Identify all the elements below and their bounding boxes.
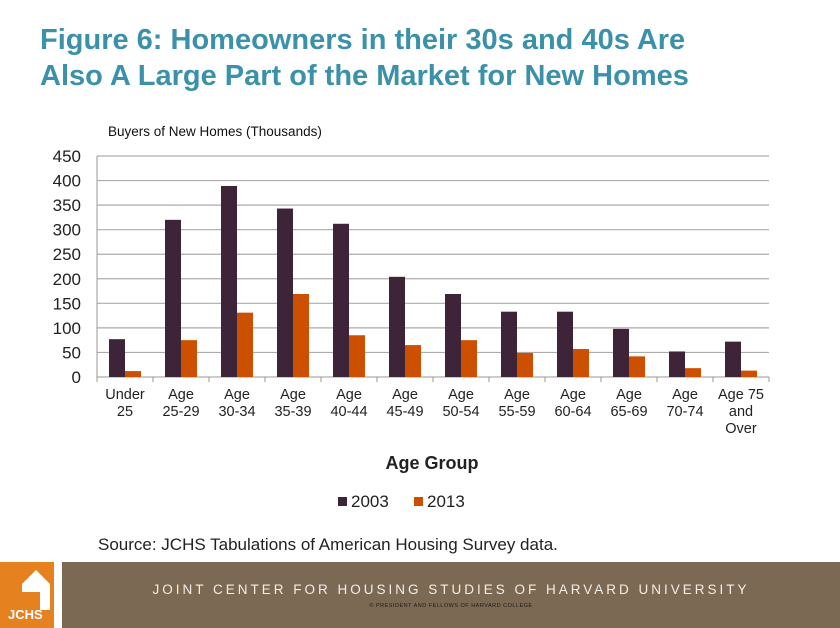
bar-2013	[741, 370, 757, 377]
x-tick-label: Age	[392, 387, 418, 403]
x-tick-label: 40-44	[330, 404, 367, 420]
legend-label-2013: 2013	[427, 492, 465, 511]
x-tick-label: Age	[168, 387, 194, 403]
y-tick-label: 0	[72, 368, 81, 387]
x-tick-label: 60-64	[554, 404, 591, 420]
bar-2003	[109, 339, 125, 377]
y-tick-label: 100	[53, 319, 81, 338]
x-axis-label: Age Group	[386, 453, 479, 473]
x-tick-label: 35-39	[274, 404, 311, 420]
y-tick-label: 400	[53, 172, 81, 191]
bar-2013	[685, 368, 701, 377]
chart-title: Figure 6: Homeowners in their 30s and 40…	[40, 22, 830, 94]
house-icon	[22, 570, 50, 610]
bar-2013	[517, 352, 533, 377]
bar-2003	[221, 185, 237, 377]
bar-2013	[461, 340, 477, 377]
bar-2013	[181, 340, 197, 377]
bar-2013	[125, 371, 141, 377]
x-tick-label: 55-59	[498, 404, 535, 420]
bar-2013	[293, 294, 309, 377]
bar-2003	[445, 294, 461, 377]
x-tick-label: Age	[448, 387, 474, 403]
x-tick-label: Over	[725, 421, 757, 437]
bar-2003	[725, 341, 741, 377]
x-tick-label: and	[729, 404, 753, 420]
y-tick-label: 350	[53, 196, 81, 215]
bar-2013	[405, 345, 421, 377]
legend-swatch-2013	[414, 497, 423, 506]
x-tick-label: Age	[672, 387, 698, 403]
bar-chart: 050100150200250300350400450Under25Age25-…	[53, 147, 770, 511]
legend-label-2003: 2003	[351, 492, 389, 511]
x-tick-label: 45-49	[386, 404, 423, 420]
y-tick-label: 200	[53, 270, 81, 289]
y-tick-label: 150	[53, 294, 81, 313]
x-tick-label: Age	[280, 387, 306, 403]
x-tick-label: Age	[224, 387, 250, 403]
footer-banner: JOINT CENTER FOR HOUSING STUDIES OF HARV…	[62, 562, 840, 628]
x-tick-label: 25	[117, 404, 133, 420]
bar-2013	[237, 312, 253, 377]
bar-2003	[333, 223, 349, 377]
y-tick-label: 250	[53, 245, 81, 264]
x-tick-label: Under	[105, 387, 145, 403]
bar-2003	[669, 351, 685, 377]
bar-2003	[277, 208, 293, 377]
source-note: Source: JCHS Tabulations of American Hou…	[98, 535, 558, 554]
bar-2003	[501, 311, 517, 377]
bar-2003	[613, 328, 629, 377]
x-tick-label: 25-29	[162, 404, 199, 420]
title-line-2: Also A Large Part of the Market for New …	[40, 60, 689, 92]
x-tick-label: Age	[336, 387, 362, 403]
x-tick-label: Age	[560, 387, 586, 403]
y-tick-label: 50	[62, 343, 81, 362]
bar-2013	[349, 335, 365, 377]
bar-2003	[165, 219, 181, 377]
footer-org: JOINT CENTER FOR HOUSING STUDIES OF HARV…	[152, 582, 750, 597]
x-tick-label: Age	[616, 387, 642, 403]
jchs-logo: JCHS	[0, 562, 54, 628]
y-axis-label: Buyers of New Homes (Thousands)	[108, 124, 322, 139]
y-tick-label: 450	[53, 147, 81, 166]
x-tick-label: 65-69	[610, 404, 647, 420]
legend-swatch-2003	[338, 497, 347, 506]
bar-2013	[573, 349, 589, 377]
x-tick-label: 70-74	[666, 404, 703, 420]
bar-2003	[389, 276, 405, 377]
x-tick-label: Age 75	[718, 387, 764, 403]
title-line-1: Figure 6: Homeowners in their 30s and 40…	[40, 24, 686, 56]
x-tick-label: 50-54	[442, 404, 479, 420]
bar-2013	[629, 356, 645, 377]
footer-copyright: © PRESIDENT AND FELLOWS OF HARVARD COLLE…	[369, 603, 533, 609]
x-tick-label: 30-34	[218, 404, 255, 420]
bar-2003	[557, 311, 573, 377]
y-tick-label: 300	[53, 221, 81, 240]
x-tick-label: Age	[504, 387, 530, 403]
logo-text: JCHS	[8, 607, 43, 622]
